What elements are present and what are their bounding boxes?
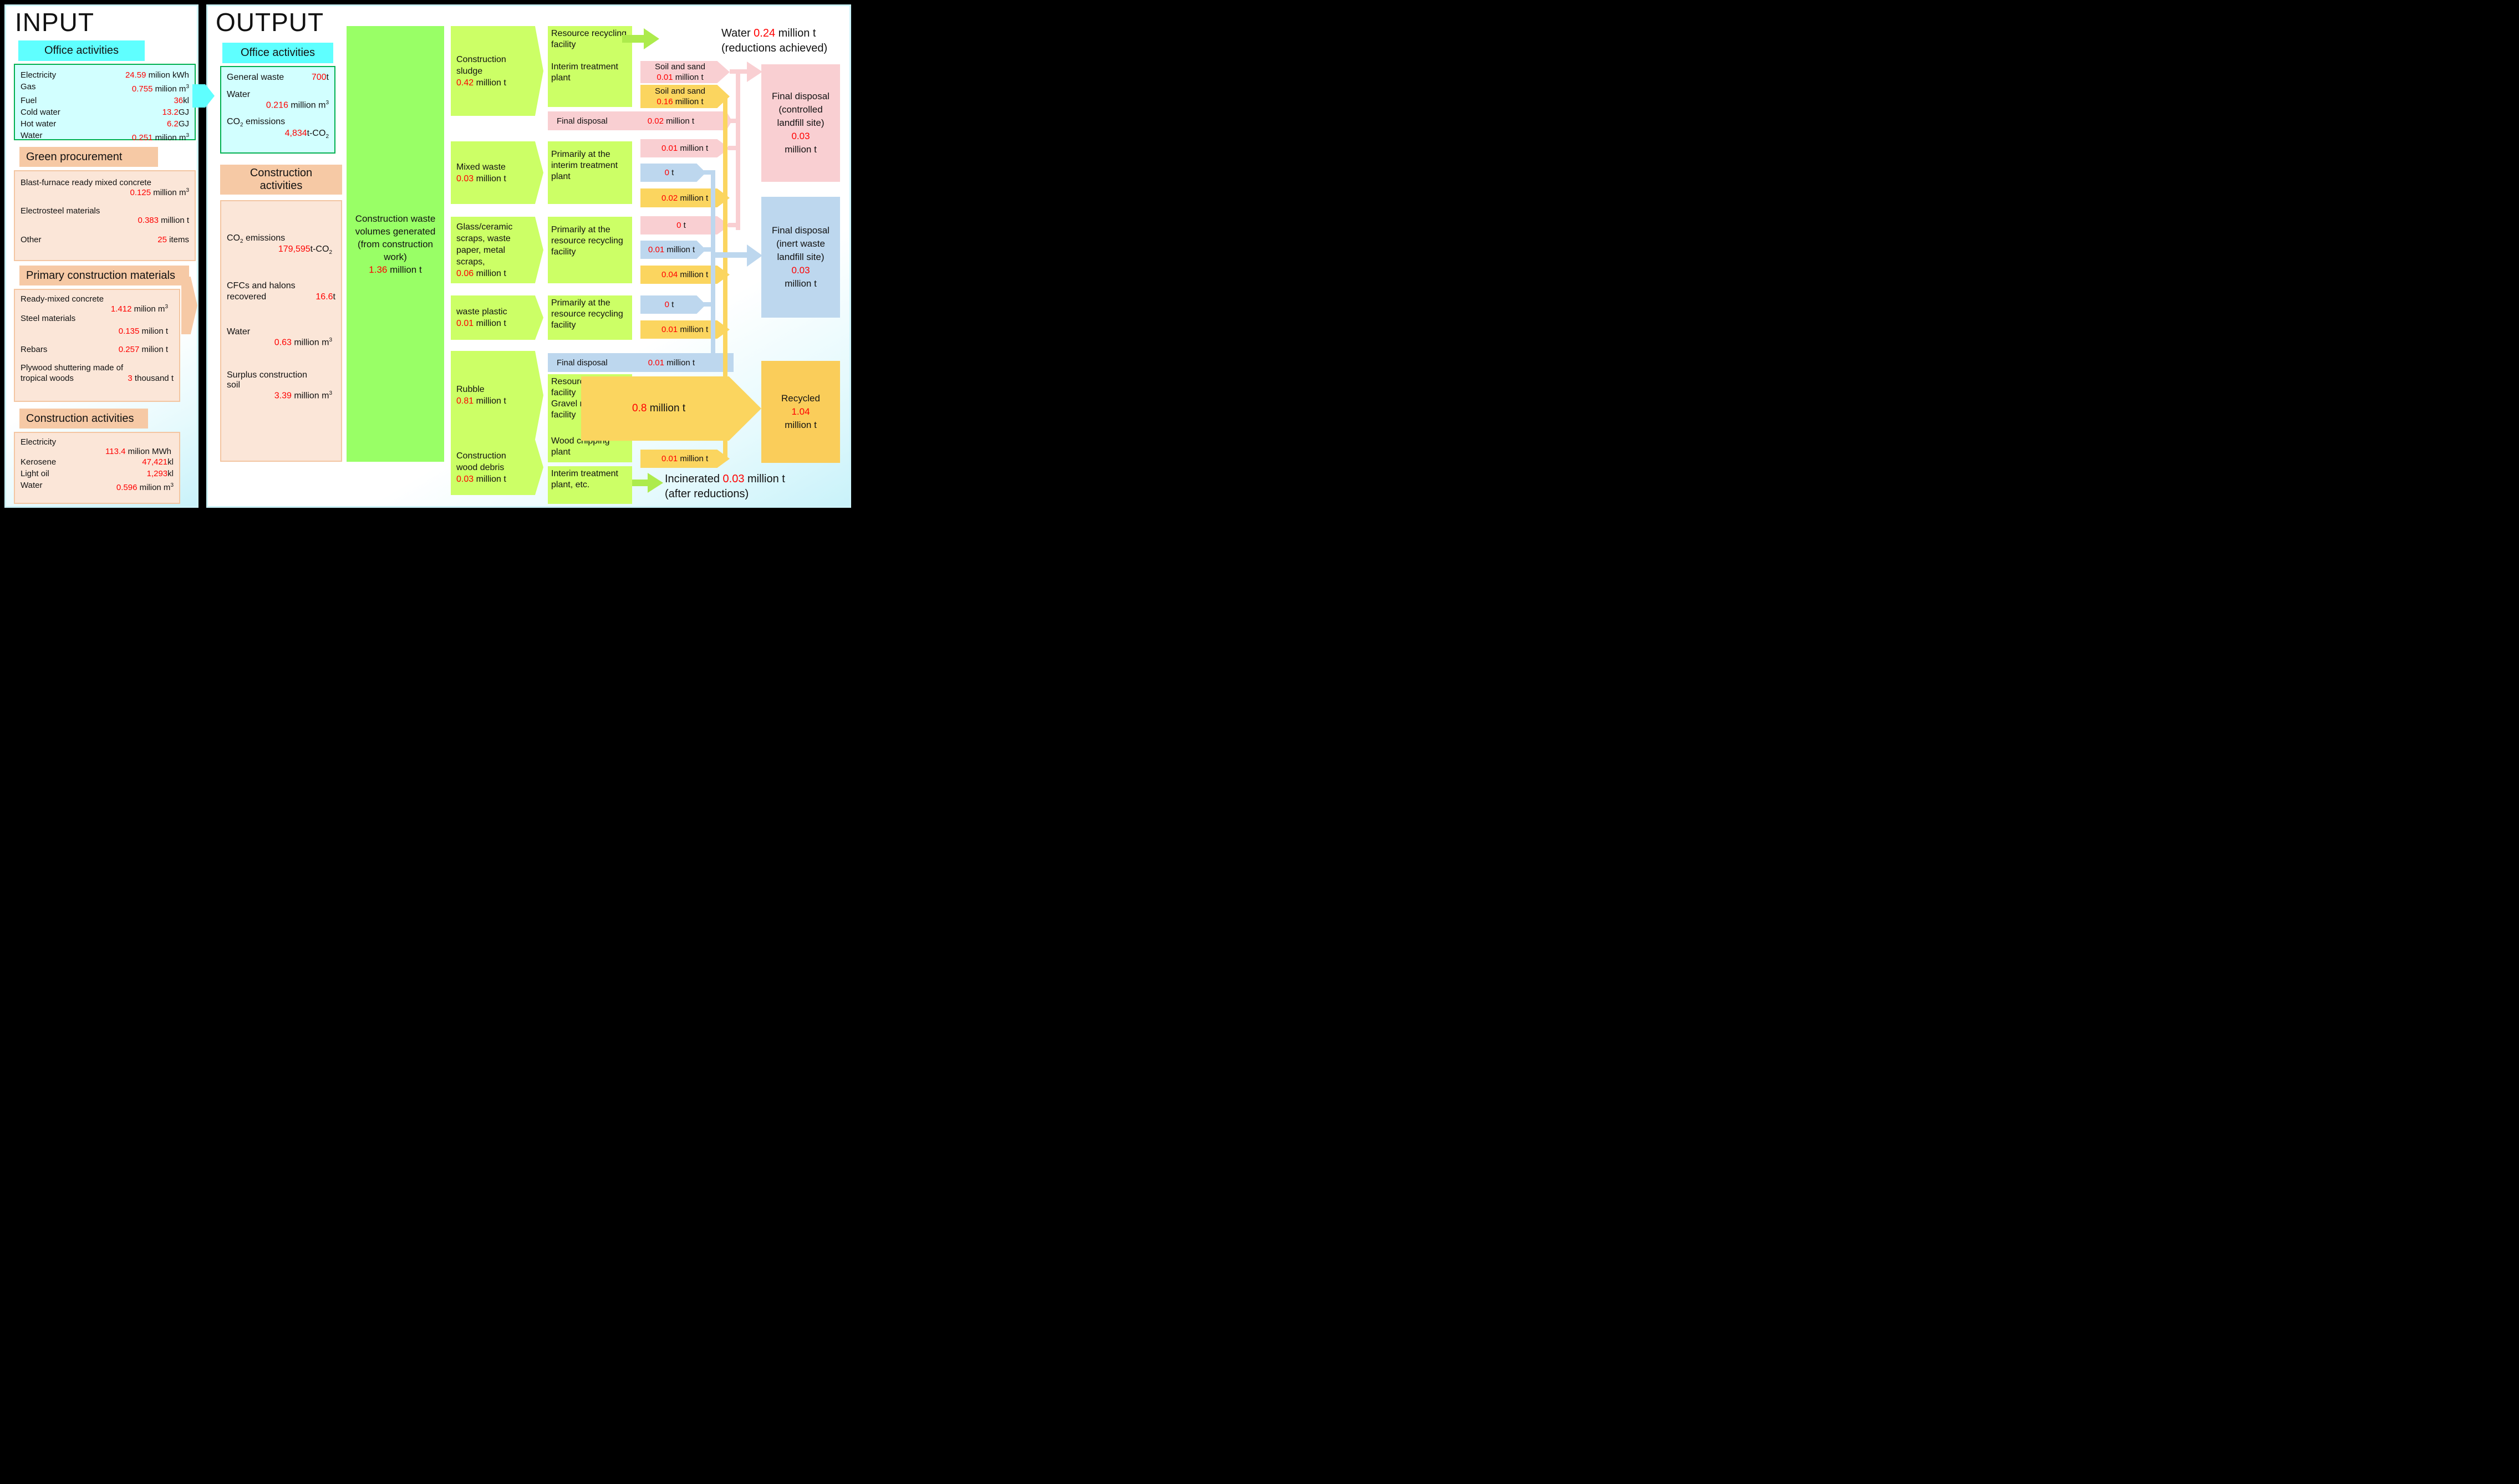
blue-trunk-line [711,170,715,365]
flow-plastic-blue: 0 t [640,295,706,314]
facility-interim-treatment: Primarily at the interim treatment plant [548,141,632,204]
water-arrow-shaft [622,35,644,43]
water-reduction-note: Water 0.24 million t (reductions achieve… [721,27,828,54]
flow-plastic-gold: 0.01 million t [640,320,730,339]
output-construction-row: CO2 emissions 179,595t-CO2 [227,233,332,256]
primary-row: Plywood shuttering made of tropical wood… [21,363,174,383]
flow-mixed-gold: 0.02 million t [640,188,730,207]
flow-rubble-recycled-big: 0.8 million t [581,376,761,441]
gold-trunk-line [723,94,727,461]
input-construction-row: Water 0.596 milion m3 [21,481,174,492]
output-office-box: General waste 700t Water 0.216 million m3… [220,66,335,154]
output-construction-box: CO2 emissions 179,595t-CO2 CFCs and halo… [220,200,342,462]
water-arrowhead-icon [644,28,659,49]
output-office-header: Office activities [222,43,333,63]
input-construction-box: Electricity 113.4 milion MWh Kerosene 47,… [14,432,180,504]
input-construction-row: Kerosene 47,421kl [21,457,174,467]
facility-resource-recycling-2: Primarily at the resource recycling faci… [548,295,632,340]
pink-stub-line [728,223,737,227]
green-row: Electrosteel materials 0.383 million t [21,206,189,225]
input-title: INPUT [15,8,94,37]
input-construction-row: Light oil 1,293kl [21,469,174,478]
output-construction-header: Construction activities [220,165,342,195]
pink-stub-line [728,146,737,150]
flow-glass-pink: 0 t [640,216,730,234]
pink-stub-line [730,119,737,123]
input-office-row: Gas 0.755 milion m3 [21,82,189,94]
facility-interim-etc: Interim treatment plant, etc. [548,466,632,504]
output-office-row: Water 0.216 million m3 [227,90,329,110]
primary-materials-box: Ready-mixed concrete 1.412 milion m3 Ste… [14,289,180,402]
input-office-header: Office activities [18,40,145,61]
flow-soil-sand-recycled: Soil and sand 0.16 million t [640,85,730,108]
blue-stub-line [704,247,712,252]
pink-trunk-line [736,69,740,230]
output-construction-row: Surplus construction soil 3.39 million m… [227,370,332,401]
flow-mixed-blue: 0 t [640,164,706,182]
input-panel: INPUT Office activities Electricity 24.59… [4,4,199,508]
facility-resource-recycling: Primarily at the resource recycling faci… [548,217,632,283]
green-row: Other 25 items [21,235,189,244]
green-procurement-box: Blast-furnace ready mixed concrete 0.125… [14,170,196,261]
primary-row: Steel materials 0.135 milion t [21,314,168,336]
output-construction-row: Water 0.63 million m3 [227,327,332,348]
green-row: Blast-furnace ready mixed concrete 0.125… [21,178,189,197]
flow-glass-blue: 0.01 million t [640,241,706,259]
primary-row: Rebars 0.257 milion t [21,345,168,354]
materials-flow-arrow-icon [181,277,197,334]
green-procurement-header: Green procurement [19,147,158,167]
input-office-row: Fuel 36kl [21,96,189,105]
output-office-row: CO2 emissions 4,834t-CO2 [227,117,329,140]
output-title: OUTPUT [216,8,324,37]
input-office-row: Hot water 6.2GJ [21,119,189,129]
input-office-box: Electricity 24.59 milion kWh Gas 0.755 mil… [14,64,196,142]
final-disposal-controlled-box: Final disposal (controlled landfill site… [761,64,840,182]
input-construction-header: Construction activities [19,409,148,429]
category-glass-ceramic: Glass/ceramic scraps, waste paper, metal… [451,217,543,283]
blue-arrowhead-icon [747,244,762,267]
waste-total-box: Construction waste volumes generated (fr… [347,26,444,462]
recycled-box: Recycled 1.04 million t [761,361,840,463]
flow-band-final-disposal-rubble: Final disposal 0.01 million t [548,353,734,372]
final-disposal-inert-box: Final disposal (inert waste landfill sit… [761,197,840,318]
category-waste-plastic: waste plastic 0.01 million t [451,295,543,340]
blue-stub-line [704,170,712,175]
facility-resource-recycling-interim: Resource recycling facility Interim trea… [548,26,632,107]
category-mixed-waste: Mixed waste 0.03 million t [451,141,543,204]
flow-mixed-pink: 0.01 million t [640,139,730,157]
pink-arrowhead-icon [747,62,762,82]
flow-wood-gold: 0.01 million t [640,450,730,468]
category-rubble: Rubble 0.81 million t [451,351,543,440]
blue-connector-line [713,252,747,258]
input-construction-row: Electricity 113.4 milion MWh [21,437,171,456]
diagram-canvas: INPUT Office activities Electricity 24.59… [0,0,856,512]
flow-band-final-disposal-sludge: Final disposal 0.02 million t [548,111,732,130]
category-construction-sludge: Construction sludge 0.42 million t [451,26,543,116]
incinerated-arrow-shaft [632,480,648,486]
input-office-row: Cold water 13.2GJ [21,108,189,117]
category-wood-debris: Construction wood debris 0.03 million t [451,440,543,495]
output-panel: OUTPUT Office activities General waste 70… [206,4,851,508]
flow-glass-gold: 0.04 million t [640,266,730,284]
primary-row: Ready-mixed concrete 1.412 milion m3 [21,294,168,314]
flow-soil-sand-controlled: Soil and sand 0.01 million t [640,61,730,83]
blue-stub-line [704,302,712,307]
incinerated-note: Incinerated 0.03 million t (after reduct… [665,473,785,500]
output-office-row: General waste 700t [227,73,329,82]
input-office-row: Water 0.251 milion m3 [21,131,189,142]
output-construction-row: CFCs and halons recovered 16.6t [227,281,335,302]
input-office-row: Electricity 24.59 milion kWh [21,70,189,80]
incinerated-arrowhead-icon [648,473,663,493]
primary-materials-header: Primary construction materials [19,266,189,285]
